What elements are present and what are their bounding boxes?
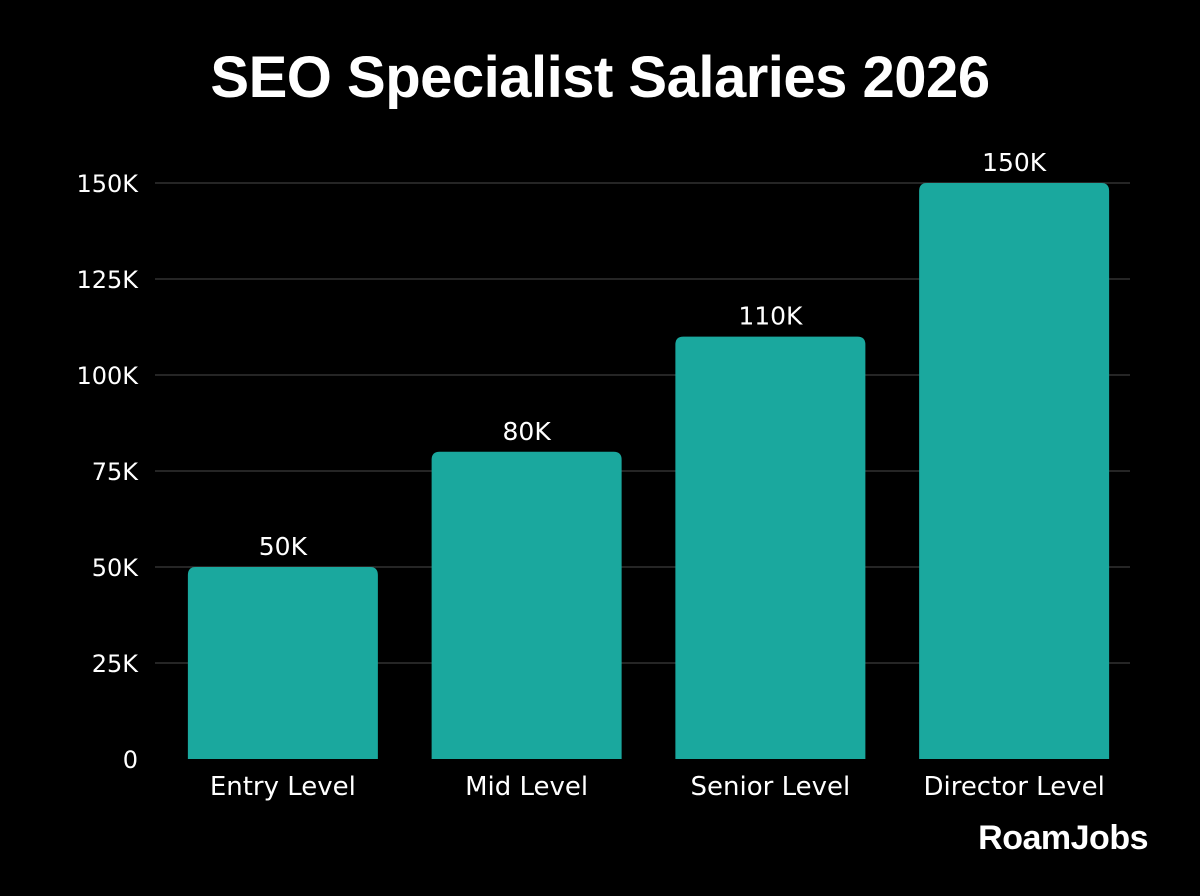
- bars: [187, 183, 1110, 759]
- y-tick-label: 125K: [76, 266, 139, 294]
- y-tick-label: 150K: [76, 170, 139, 198]
- category-label: Director Level: [923, 772, 1104, 802]
- bar-mid-level: [431, 451, 622, 759]
- x-axis-categories: Entry Level Mid Level Senior Level Director…: [210, 772, 1105, 802]
- bar-entry-level: [187, 567, 378, 759]
- y-tick-label: 100K: [76, 362, 139, 390]
- bar-senior-level: [675, 336, 866, 759]
- y-tick-label: 25K: [92, 650, 140, 678]
- value-label: 50K: [259, 532, 308, 561]
- bar-director-level: [919, 183, 1110, 759]
- brand-logo: RoamJobs: [978, 819, 1148, 857]
- y-tick-label: 75K: [92, 458, 140, 486]
- category-label: Senior Level: [691, 772, 851, 802]
- value-label: 80K: [503, 417, 552, 446]
- category-label: Entry Level: [210, 772, 356, 802]
- category-label: Mid Level: [465, 772, 588, 802]
- y-tick-label: 50K: [92, 554, 140, 582]
- y-axis-ticks: 0 25K 50K 75K 100K 125K 150K: [76, 170, 139, 774]
- value-labels: 50K 80K 110K 150K: [259, 148, 1047, 561]
- value-label: 150K: [982, 148, 1047, 177]
- value-label: 110K: [738, 302, 803, 331]
- y-tick-label: 0: [123, 746, 138, 774]
- chart-title: SEO Specialist Salaries 2026: [210, 45, 990, 110]
